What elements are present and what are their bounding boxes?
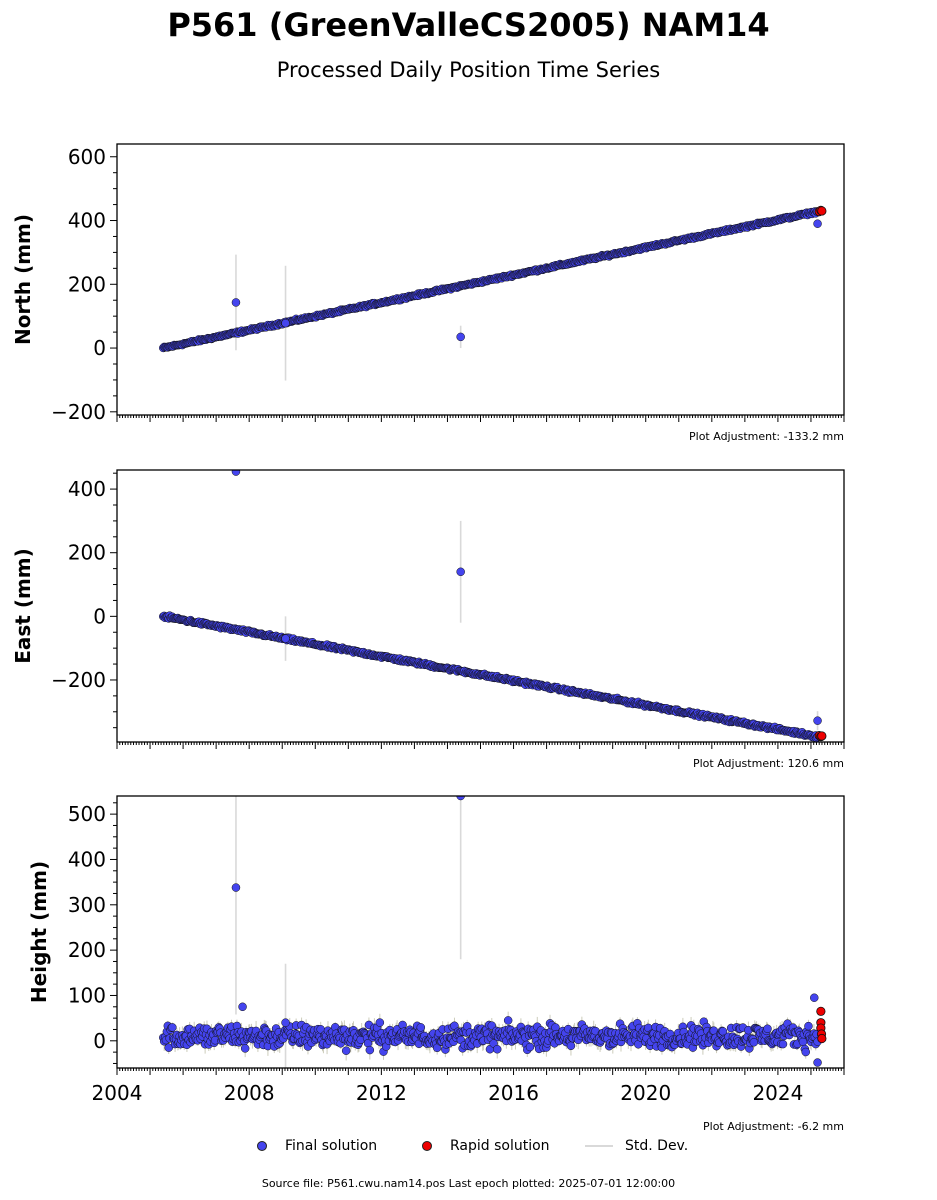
plot-adjustment-label: Plot Adjustment: -6.2 mm [703, 1120, 844, 1133]
plot-area [159, 796, 822, 1068]
x-tick-label: 2024 [752, 1081, 803, 1105]
plot-area [159, 470, 822, 742]
final-point [341, 1046, 351, 1055]
plot-area [159, 207, 822, 381]
final-point [168, 1023, 177, 1032]
x-tick-label: 2012 [356, 1081, 407, 1105]
final-point [365, 1045, 375, 1055]
final-point [240, 1044, 250, 1053]
final-point-outlier [281, 1018, 290, 1027]
x-tick-label: 2020 [620, 1081, 671, 1105]
y-tick-label: 400 [68, 847, 106, 871]
final-point-outlier [813, 219, 822, 228]
panel-2: −200 0 200 400 East (mm) Plot Adjustment: 120… [11, 469, 845, 770]
legend-final: Final solution [257, 1138, 377, 1154]
final-point [801, 1047, 810, 1057]
legend-std-label: Std. Dev. [625, 1138, 689, 1154]
figure-subtitle: Processed Daily Position Time Series [276, 58, 661, 82]
final-point-outlier [231, 470, 241, 476]
plot-frame [116, 469, 845, 743]
final-points [159, 1016, 822, 1057]
final-point [525, 1042, 535, 1052]
final-point [416, 1023, 426, 1032]
legend-rapid-label: Rapid solution [450, 1138, 550, 1154]
plot-adjustment-label: Plot Adjustment: 120.6 mm [693, 757, 844, 770]
final-point-outlier [231, 883, 241, 892]
x-tick-label: 2008 [224, 1081, 275, 1105]
final-point-outlier [238, 1002, 247, 1012]
y-axis-label: East (mm) [11, 548, 35, 664]
y-tick-label: 400 [68, 477, 106, 501]
legend-final-label: Final solution [285, 1138, 378, 1154]
y-tick-label: 300 [68, 893, 106, 917]
final-point-outlier [810, 993, 819, 1002]
source-line: Source file: P561.cwu.nam14.pos Last epo… [261, 1177, 676, 1190]
y-tick-label: 0 [93, 336, 106, 360]
final-point [375, 1018, 385, 1027]
y-tick-label: −200 [51, 668, 106, 692]
y-tick-label: 200 [68, 541, 106, 565]
legend-rapid: Rapid solution [422, 1138, 550, 1154]
final-point [566, 1041, 576, 1051]
y-tick-label: 400 [68, 209, 106, 233]
figure-title: P561 (GreenValleCS2005) NAM14 [167, 6, 770, 44]
final-points [159, 207, 822, 353]
y-tick-label: 100 [68, 983, 106, 1007]
y-axis-label: North (mm) [11, 214, 35, 345]
final-marker-icon [257, 1141, 267, 1151]
y-tick-label: −200 [51, 400, 106, 424]
final-point [804, 1021, 813, 1031]
final-point [492, 1045, 502, 1054]
final-point [749, 1038, 759, 1047]
final-point-outlier [456, 567, 465, 577]
rapid-point [817, 1033, 827, 1044]
panel-3: 0 100 200 300 400 500 2004 2008 2012 2016 2020 2024… [27, 795, 845, 1133]
final-point [763, 1024, 772, 1033]
final-point-outlier [813, 716, 822, 725]
plot-adjustment-label: Plot Adjustment: -133.2 mm [689, 430, 844, 443]
final-point-outlier [456, 796, 465, 801]
y-tick-label: 0 [93, 604, 106, 628]
legend-std: Std. Dev. [585, 1138, 688, 1154]
final-point-outlier [281, 318, 290, 328]
x-tick-label: 2016 [488, 1081, 539, 1105]
x-tick-label: 2004 [92, 1081, 143, 1105]
final-point [778, 1039, 788, 1049]
y-tick-label: 500 [68, 802, 106, 826]
y-axis-label: Height (mm) [27, 861, 51, 1003]
final-point [503, 1016, 513, 1025]
y-tick-label: 200 [68, 938, 106, 962]
rapid-marker-icon [422, 1141, 432, 1151]
final-point [798, 1037, 808, 1047]
final-point-outlier [231, 298, 241, 307]
y-tick-label: 200 [68, 272, 106, 296]
panel-1: −200 0 200 400 600 North (mm) Plot Adjustment:… [11, 143, 845, 443]
std-dev-line-icon [585, 1145, 613, 1147]
final-point-outlier [456, 332, 465, 342]
final-point-outlier [281, 634, 290, 643]
rapid-point [817, 206, 827, 216]
final-point-outlier [813, 1058, 822, 1067]
rapid-point [817, 731, 827, 741]
rapid-point [816, 1006, 826, 1016]
y-tick-label: 600 [68, 145, 106, 169]
y-tick-label: 0 [93, 1029, 106, 1053]
final-point [164, 1043, 173, 1052]
final-points [159, 611, 822, 742]
